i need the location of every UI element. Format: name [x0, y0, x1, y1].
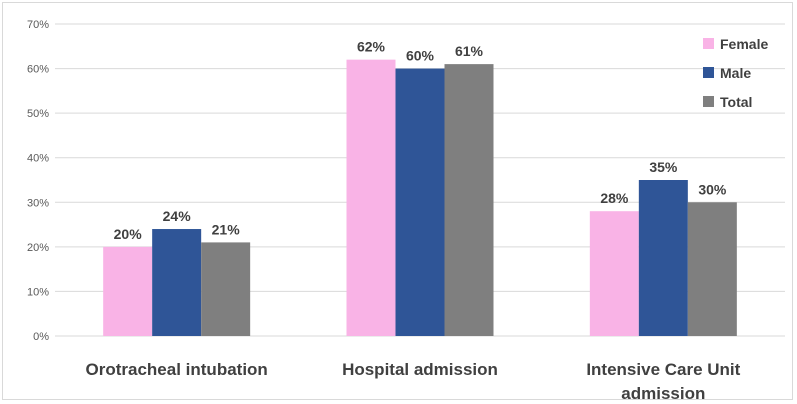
data-label: 21% [212, 221, 241, 237]
data-label: 60% [406, 48, 435, 64]
bar-female [589, 211, 639, 336]
category-label: Orotracheal intubation [86, 360, 268, 379]
bar-total [201, 242, 251, 336]
y-axis-ticks: 0% 10% 20% 30% 40% 50% 60% 70% [27, 19, 49, 343]
legend-label-female: Female [720, 36, 768, 52]
bar-chart: 0% 10% 20% 30% 40% 50% 60% 70% 20% 24% 21% 62% 60% 6… [27, 19, 785, 401]
y-tick-label: 10% [27, 286, 49, 298]
y-tick-label: 30% [27, 197, 49, 209]
data-label: 24% [163, 208, 192, 224]
bar-female [103, 246, 153, 336]
y-tick-label: 20% [27, 242, 49, 254]
bars [103, 59, 737, 337]
category-labels: Orotracheal intubation Hospital admission… [86, 360, 741, 401]
bar-female [346, 59, 396, 337]
data-label: 61% [455, 43, 484, 59]
y-tick-label: 40% [27, 153, 49, 165]
legend-swatch-total [703, 96, 714, 107]
data-label: 30% [698, 181, 727, 197]
bar-male [638, 180, 688, 336]
data-label: 28% [600, 190, 629, 206]
legend: Female Male Total [703, 36, 768, 110]
y-tick-label: 60% [27, 64, 49, 76]
y-tick-label: 0% [33, 331, 49, 343]
category-label: Hospital admission [342, 360, 498, 379]
category-label: Intensive Care Unit [586, 360, 740, 379]
bar-male [395, 68, 445, 337]
data-label: 35% [649, 159, 678, 175]
data-labels: 20% 24% 21% 62% 60% 61% 28% 35% 30% [114, 39, 727, 242]
data-label: 20% [114, 226, 143, 242]
bar-total [687, 202, 737, 336]
y-tick-label: 70% [27, 19, 49, 31]
legend-swatch-female [703, 38, 714, 49]
legend-swatch-male [703, 67, 714, 78]
bar-male [152, 229, 202, 336]
bar-total [444, 64, 494, 336]
legend-label-total: Total [720, 94, 752, 110]
y-tick-label: 50% [27, 108, 49, 120]
legend-label-male: Male [720, 65, 751, 81]
category-label: admission [621, 384, 705, 401]
data-label: 62% [357, 39, 386, 55]
